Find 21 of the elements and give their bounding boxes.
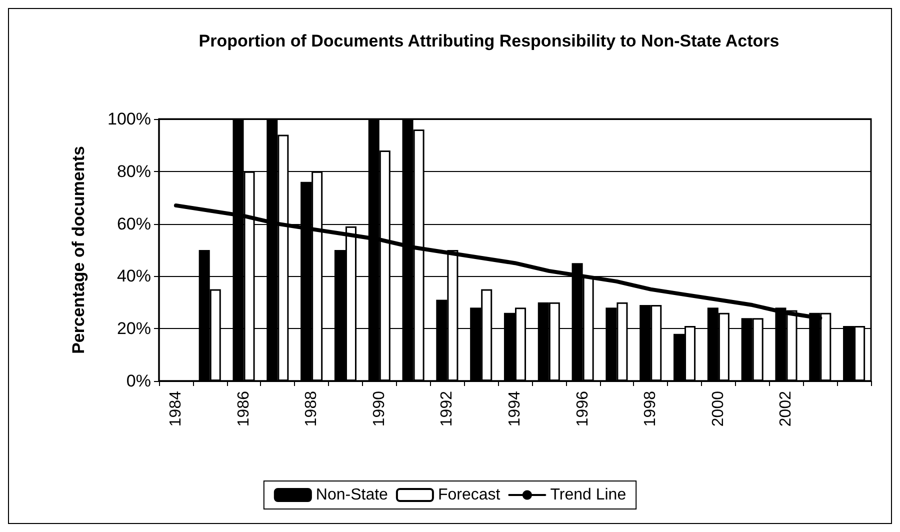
y-tick-label: 60%: [116, 214, 151, 234]
y-tick-label: 40%: [116, 266, 151, 286]
x-tick-label: 1998: [642, 390, 660, 427]
y-tick-label: 100%: [108, 110, 151, 128]
legend-label: Non-State: [316, 486, 388, 504]
x-tick-label: 1994: [506, 390, 524, 427]
y-axis-title: Percentage of documents: [69, 146, 88, 354]
x-tick-label: 1996: [574, 390, 592, 427]
x-tick-label: 2000: [710, 390, 727, 427]
chart-title: Proportion of Documents Attributing Responsibility to Non-State Actors: [198, 32, 780, 50]
y-tick-label: 80%: [116, 162, 151, 181]
legend-label: Trend Line: [550, 486, 626, 504]
x-tick-label: 2002: [778, 390, 795, 427]
y-tick-label: 0%: [126, 372, 151, 390]
y-tick-label: 20%: [116, 319, 151, 338]
legend-label: Forecast: [438, 486, 501, 504]
x-tick-label: 1990: [370, 390, 388, 427]
x-tick-label: 1988: [303, 390, 320, 427]
x-tick-label: 1992: [438, 390, 456, 427]
x-tick-label: 1984: [167, 390, 184, 427]
x-tick-label: 1986: [235, 390, 252, 427]
